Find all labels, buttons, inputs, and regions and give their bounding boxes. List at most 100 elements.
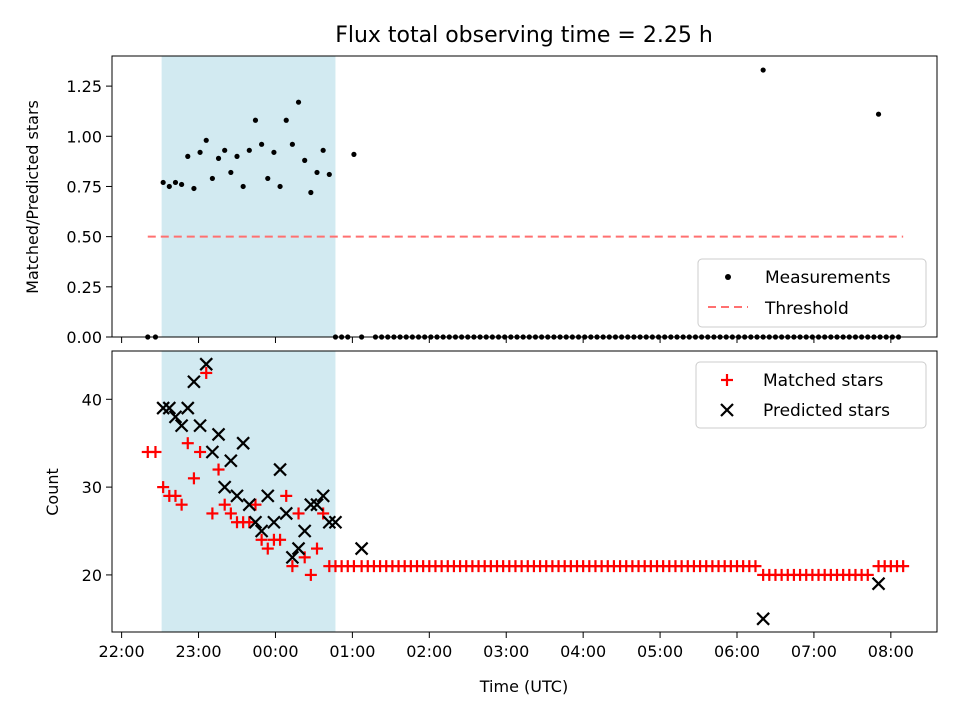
measurement-point (240, 183, 246, 190)
measurement-point (166, 183, 172, 190)
measurement-point (222, 147, 228, 153)
matched-star-point (181, 437, 194, 450)
predicted-star-point (297, 524, 312, 538)
top-chart-title: Flux total observing time = 2.25 h (335, 23, 713, 48)
measurement-point (160, 179, 166, 186)
x-axis-label: Time (UTC) (479, 677, 568, 696)
matched-star-point (149, 445, 162, 458)
measurement-point (197, 149, 203, 155)
bottom-x-tick-label: 23:00 (175, 642, 221, 661)
predicted-star-point (217, 480, 232, 494)
matched-star-point (861, 568, 874, 581)
predicted-star-point (224, 453, 238, 468)
predicted-star-point (199, 357, 214, 371)
predicted-star-point (242, 497, 257, 512)
measurement-point (271, 149, 277, 155)
bottom-legend: Matched stars Predicted stars (695, 361, 927, 429)
predicted-star-point (871, 576, 886, 591)
measurement-point (302, 157, 308, 163)
measurement-point (351, 151, 357, 157)
matched-star-point (200, 366, 213, 379)
top-y-tick-label: 0.50 (66, 228, 102, 247)
matched-star-point (249, 498, 262, 511)
predicted-star-point (316, 489, 330, 503)
matched-star-point (169, 489, 182, 502)
matched-star-point (261, 542, 274, 555)
matched-star-point (749, 560, 762, 573)
measurement-point (283, 117, 289, 123)
measurement-point (246, 147, 252, 153)
predicted-star-point (328, 515, 343, 530)
predicted-star-point (756, 612, 770, 626)
top-legend-box (697, 258, 927, 328)
bottom-x-tick-label: 22:00 (99, 642, 145, 661)
measurement-point (265, 175, 271, 182)
measurement-point (314, 169, 320, 176)
matched-star-point (212, 463, 225, 476)
matched-star-point (175, 498, 188, 511)
matched-star-point (194, 445, 207, 458)
predicted-star-point (267, 515, 281, 530)
bottom-x-tick-label: 06:00 (714, 642, 760, 661)
measurement-point (252, 117, 259, 123)
measurement-point (203, 137, 209, 143)
predicted-star-point (205, 445, 220, 459)
measurement-point (191, 185, 197, 192)
measurement-point (209, 175, 215, 182)
bottom-x-tick-label: 05:00 (637, 642, 683, 661)
measurement-point (172, 179, 179, 186)
measurement-point (760, 67, 766, 73)
predicted-star-point (254, 524, 269, 538)
bottom-x-tick-label: 02:00 (406, 642, 452, 661)
predicted-star-point (273, 462, 287, 477)
legend-matched-marker (721, 374, 733, 386)
bottom-x-tick-label: 07:00 (791, 642, 837, 661)
predicted-star-point (193, 418, 207, 433)
top-y-tick-label: 1.25 (66, 77, 102, 96)
top-axes-frame (111, 55, 938, 338)
top-panel: 0.00 0.25 0.50 0.75 1.00 1.25 Flux total obse… (23, 23, 938, 347)
predicted-star-point (168, 410, 183, 424)
predicted-star-point (162, 401, 177, 415)
matched-star-point (206, 507, 219, 520)
bottom-x-tick-label: 08:00 (868, 642, 914, 661)
matched-star-point (274, 533, 287, 546)
matched-star-point (187, 472, 200, 485)
measurement-point (185, 153, 191, 159)
measurement-point (326, 171, 332, 178)
legend-threshold-label: Threshold (764, 299, 849, 319)
matched-star-point (311, 542, 323, 555)
bottom-shaded-interval (161, 351, 336, 632)
matched-star-point (897, 560, 910, 573)
measurement-point (215, 155, 222, 161)
bottom-y-tick-label: 20 (82, 566, 102, 585)
bottom-x-tick-label: 04:00 (560, 642, 606, 661)
predicted-star-point (304, 497, 318, 512)
measurement-point (277, 183, 283, 190)
top-y-tick-label: 0.00 (66, 328, 102, 347)
predicted-star-point (156, 401, 170, 415)
top-legend: Measurements Threshold (697, 258, 927, 328)
bottom-y-tick-label: 40 (82, 390, 102, 409)
matched-star-point (304, 568, 317, 581)
measurement-point (289, 141, 295, 147)
bottom-x-tick-label: 00:00 (252, 642, 298, 661)
top-shaded-interval (161, 56, 336, 337)
predicted-star-point (211, 427, 226, 442)
legend-predicted-marker (720, 403, 734, 417)
measurement-point (320, 147, 326, 153)
legend-predicted-label: Predicted stars (763, 401, 890, 421)
predicted-star-point (310, 497, 324, 512)
legend-matched-label: Matched stars (763, 371, 883, 391)
predicted-star-point (174, 418, 189, 433)
predicted-star-point (285, 550, 300, 565)
measurement-point (234, 153, 240, 159)
measurement-point (308, 189, 314, 196)
measurement-point (259, 141, 265, 147)
matched-star-point (292, 507, 305, 520)
predicted-star-point (248, 515, 263, 530)
matched-star-point (286, 560, 299, 573)
predicted-star-point (260, 489, 275, 503)
predicted-star-point (180, 401, 195, 415)
